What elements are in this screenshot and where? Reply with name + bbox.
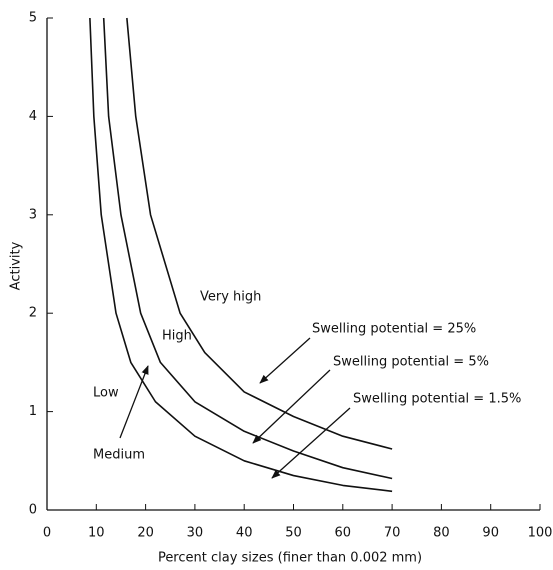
- arrow: [271, 407, 351, 479]
- x-tick-label: 0: [43, 526, 51, 541]
- x-tick-label: 80: [433, 526, 450, 541]
- zone-label: High: [162, 329, 192, 344]
- y-tick-label: 5: [29, 11, 37, 26]
- zone-label: Very high: [200, 290, 261, 305]
- y-axis-label: Activity: [9, 241, 24, 290]
- arrow: [259, 337, 311, 384]
- curve: [126, 17, 393, 450]
- x-tick-label: 30: [187, 526, 204, 541]
- y-tick-label: 1: [29, 404, 37, 419]
- x-tick-label: 70: [384, 526, 401, 541]
- curve-label: Swelling potential = 25%: [312, 322, 476, 337]
- curve-label: Swelling potential = 5%: [333, 355, 489, 370]
- y-tick-label: 4: [29, 109, 37, 124]
- x-tick-label: 40: [236, 526, 253, 541]
- x-tick-label: 100: [528, 526, 553, 541]
- y-tick-label: 3: [29, 207, 37, 222]
- x-tick-label: 10: [88, 526, 105, 541]
- y-tick-label: 0: [29, 503, 37, 518]
- arrow: [119, 365, 149, 439]
- x-tick-label: 60: [335, 526, 352, 541]
- x-tick-label: 50: [285, 526, 302, 541]
- arrows: [119, 337, 351, 479]
- y-tick-label: 2: [29, 306, 37, 321]
- zone-label: Medium: [93, 448, 145, 463]
- x-tick-label: 20: [137, 526, 154, 541]
- curve-label: Swelling potential = 1.5%: [353, 392, 521, 407]
- x-tick-label: 90: [482, 526, 499, 541]
- x-axis-label: Percent clay sizes (finer than 0.002 mm): [158, 551, 422, 566]
- arrow: [252, 369, 331, 444]
- curve: [89, 17, 393, 493]
- curve: [102, 17, 393, 480]
- zone-label: Low: [93, 386, 119, 401]
